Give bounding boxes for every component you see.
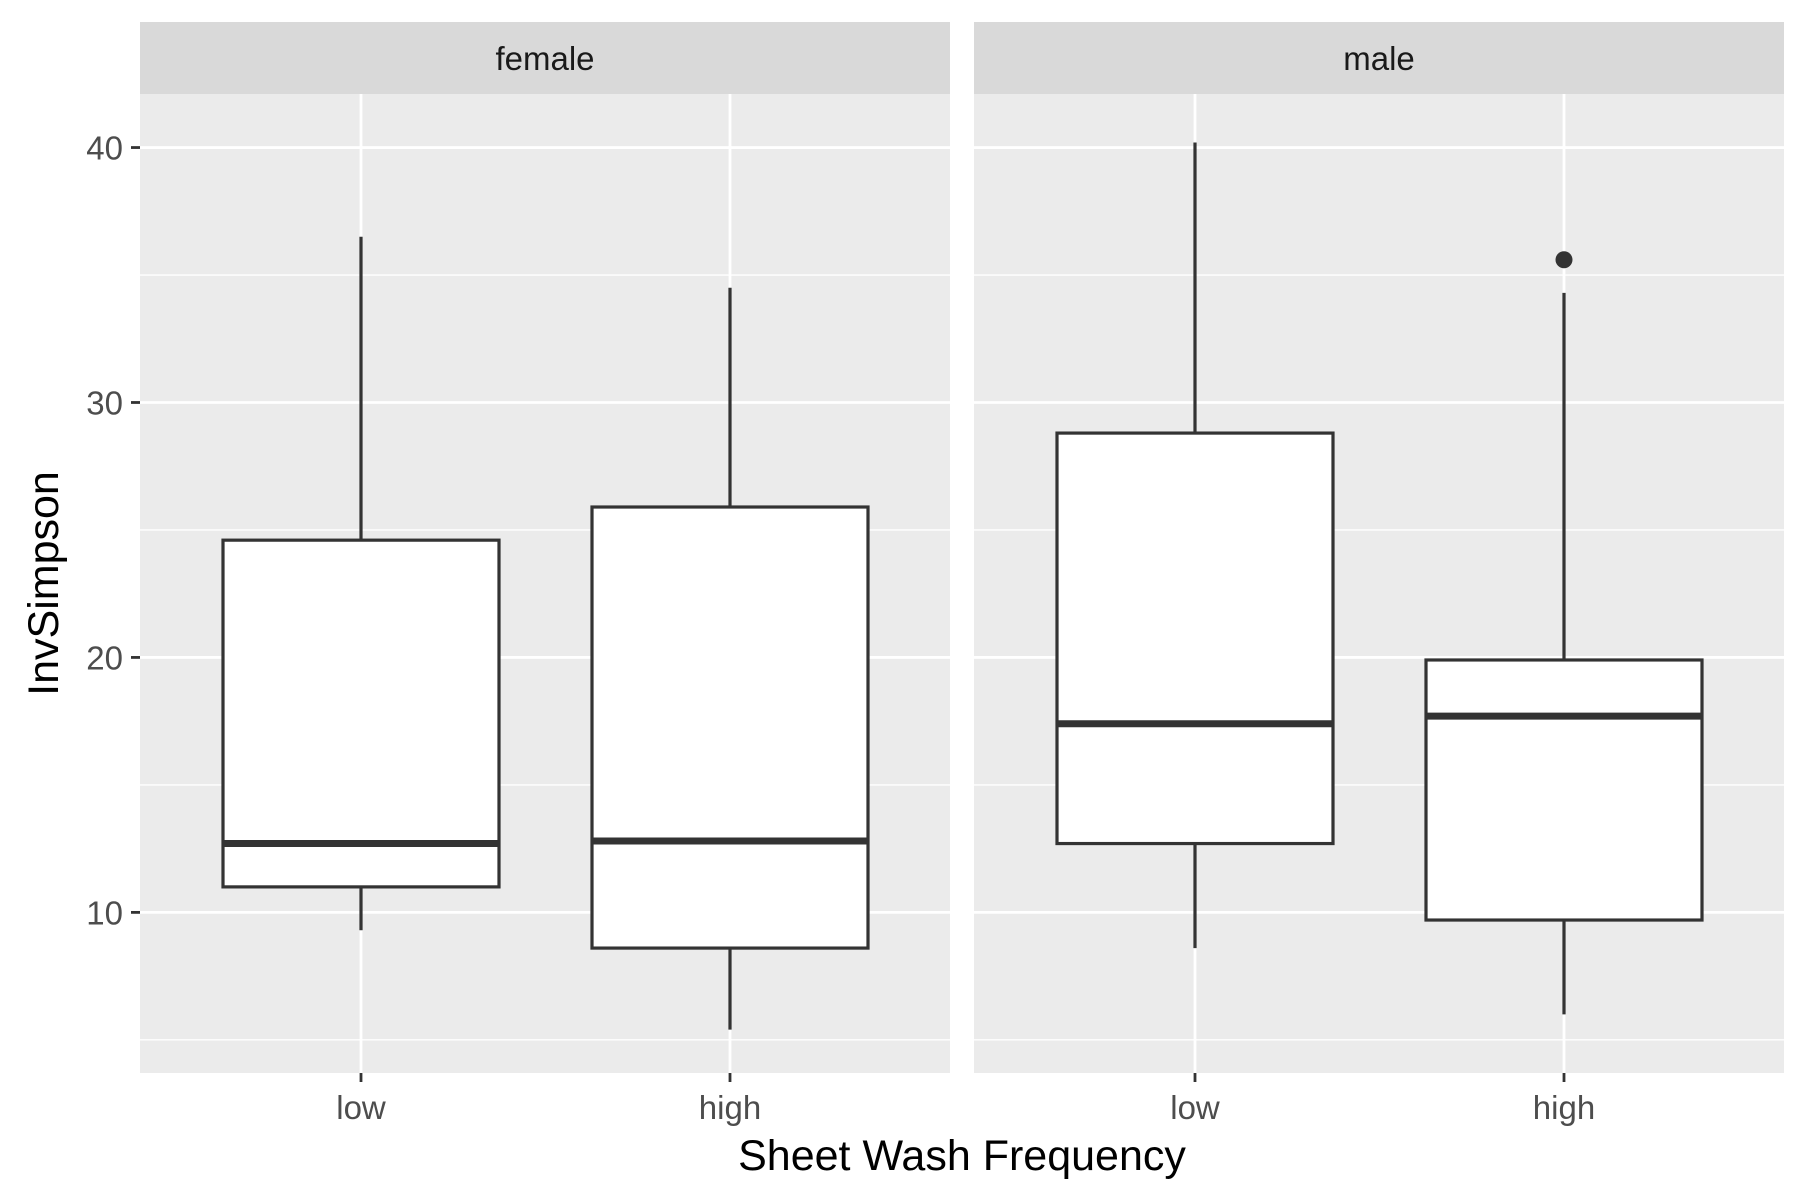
interquartile-box: [1424, 658, 1704, 922]
facet-panel-male: male low high: [974, 22, 1784, 1126]
facet-panel-female: female low high: [140, 22, 950, 1126]
x-tick-label: low: [336, 1089, 386, 1126]
facet-strip-label: female: [495, 40, 594, 77]
outlier-point: [1555, 251, 1573, 269]
y-tick-label: 30: [86, 384, 123, 421]
y-axis: 10 20 30 40: [86, 130, 140, 931]
box-female-high: [590, 287, 870, 1030]
box-male-high: [1424, 251, 1704, 1015]
interquartile-box: [1055, 431, 1335, 846]
x-tick-label: high: [1533, 1089, 1595, 1126]
interquartile-box: [590, 505, 870, 950]
interquartile-box: [221, 538, 501, 889]
x-tick-label: low: [1170, 1089, 1220, 1126]
facet-strip-label: male: [1343, 40, 1415, 77]
facet-strip: [140, 22, 950, 94]
box-female-low: [221, 236, 501, 931]
y-axis-title: InvSimpson: [20, 471, 68, 696]
x-axis-title: Sheet Wash Frequency: [738, 1132, 1186, 1180]
y-tick-label: 10: [86, 894, 123, 931]
box-male-low: [1055, 142, 1335, 949]
y-tick-label: 20: [86, 639, 123, 676]
x-tick-label: high: [699, 1089, 761, 1126]
facet-strip: [974, 22, 1784, 94]
y-tick-label: 40: [86, 130, 123, 167]
